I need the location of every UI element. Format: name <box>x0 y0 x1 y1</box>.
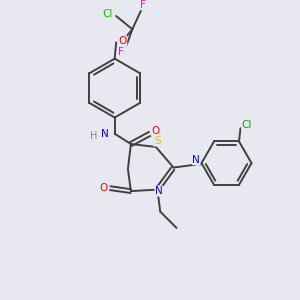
Text: O: O <box>118 36 127 46</box>
Text: F: F <box>118 47 124 57</box>
Text: N: N <box>192 154 200 165</box>
Text: F: F <box>140 0 146 10</box>
Text: N: N <box>100 129 108 139</box>
Text: N: N <box>155 186 163 196</box>
Text: Cl: Cl <box>103 9 113 19</box>
Text: Cl: Cl <box>242 120 252 130</box>
Text: H: H <box>90 131 98 141</box>
Text: O: O <box>151 126 159 136</box>
Text: O: O <box>100 183 108 193</box>
Text: S: S <box>154 136 161 146</box>
